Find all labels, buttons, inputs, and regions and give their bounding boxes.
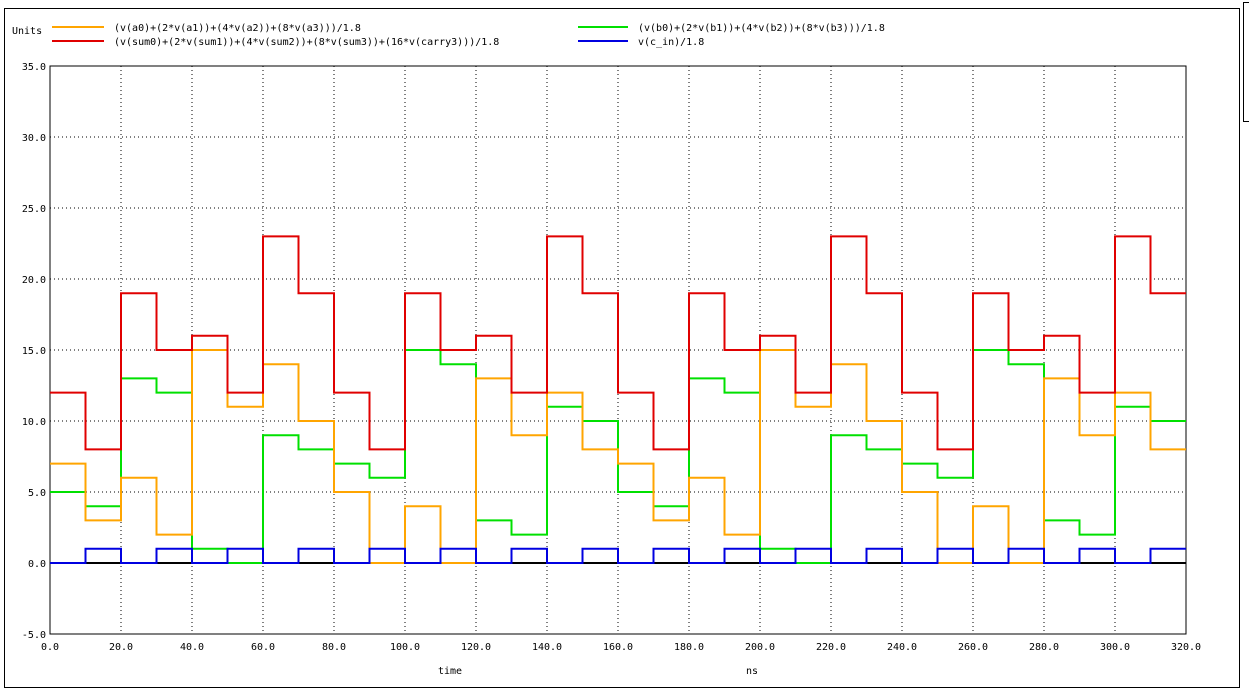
y-tick-label: -5.0 xyxy=(22,630,46,641)
series-line xyxy=(50,547,1186,564)
y-tick-label: 5.0 xyxy=(28,488,46,499)
window-edge xyxy=(1243,2,1249,122)
series-line xyxy=(50,235,1186,451)
y-tick-label: 30.0 xyxy=(22,133,46,144)
x-tick-label: 40.0 xyxy=(180,642,204,653)
x-tick-label: 80.0 xyxy=(322,642,346,653)
y-tick-label: 35.0 xyxy=(22,62,46,73)
y-tick-label: 15.0 xyxy=(22,346,46,357)
x-tick-label: 160.0 xyxy=(603,642,633,653)
legend-label: v(c_in)/1.8 xyxy=(638,37,704,48)
x-tick-label: 260.0 xyxy=(958,642,988,653)
axes: 0.0 20.0 40.0 60.0 80.0 100.0 120.0 140.0 160.0 1… xyxy=(22,62,1201,653)
legend-label: (v(a0)+(2*v(a1))+(4*v(a2))+(8*v(a3)))/1.… xyxy=(114,23,361,34)
x-tick-label: 300.0 xyxy=(1100,642,1130,653)
series-line xyxy=(50,349,1186,564)
y-tick-label: 10.0 xyxy=(22,417,46,428)
x-tick-label: 320.0 xyxy=(1171,642,1201,653)
series-layer xyxy=(50,235,1186,564)
plot-border xyxy=(49,65,1187,635)
x-tick-label: 0.0 xyxy=(41,642,59,653)
y-tick-label: 20.0 xyxy=(22,275,46,286)
x-axis-label: time xyxy=(438,666,462,677)
x-tick-label: 120.0 xyxy=(461,642,491,653)
x-tick-label: 180.0 xyxy=(674,642,704,653)
legend: Units (v(a0)+(2*v(a1))+(4*v(a2))+(8*v(a3… xyxy=(12,23,885,48)
plot-window-frame xyxy=(4,8,1240,688)
legend-label: (v(sum0)+(2*v(sum1))+(4*v(sum2))+(8*v(su… xyxy=(114,37,499,48)
x-tick-label: 20.0 xyxy=(109,642,133,653)
x-tick-label: 200.0 xyxy=(745,642,775,653)
x-tick-label: 60.0 xyxy=(251,642,275,653)
x-tick-label: 100.0 xyxy=(390,642,420,653)
x-tick-label: 220.0 xyxy=(816,642,846,653)
x-axis-unit: ns xyxy=(746,666,758,677)
legend-label: (v(b0)+(2*v(b1))+(4*v(b2))+(8*v(b3)))/1.… xyxy=(638,23,885,34)
y-tick-label: 25.0 xyxy=(22,204,46,215)
x-tick-label: 280.0 xyxy=(1029,642,1059,653)
x-tick-label: 240.0 xyxy=(887,642,917,653)
y-tick-label: 0.0 xyxy=(28,559,46,570)
y-axis-label: Units xyxy=(12,26,42,37)
x-tick-label: 140.0 xyxy=(532,642,562,653)
